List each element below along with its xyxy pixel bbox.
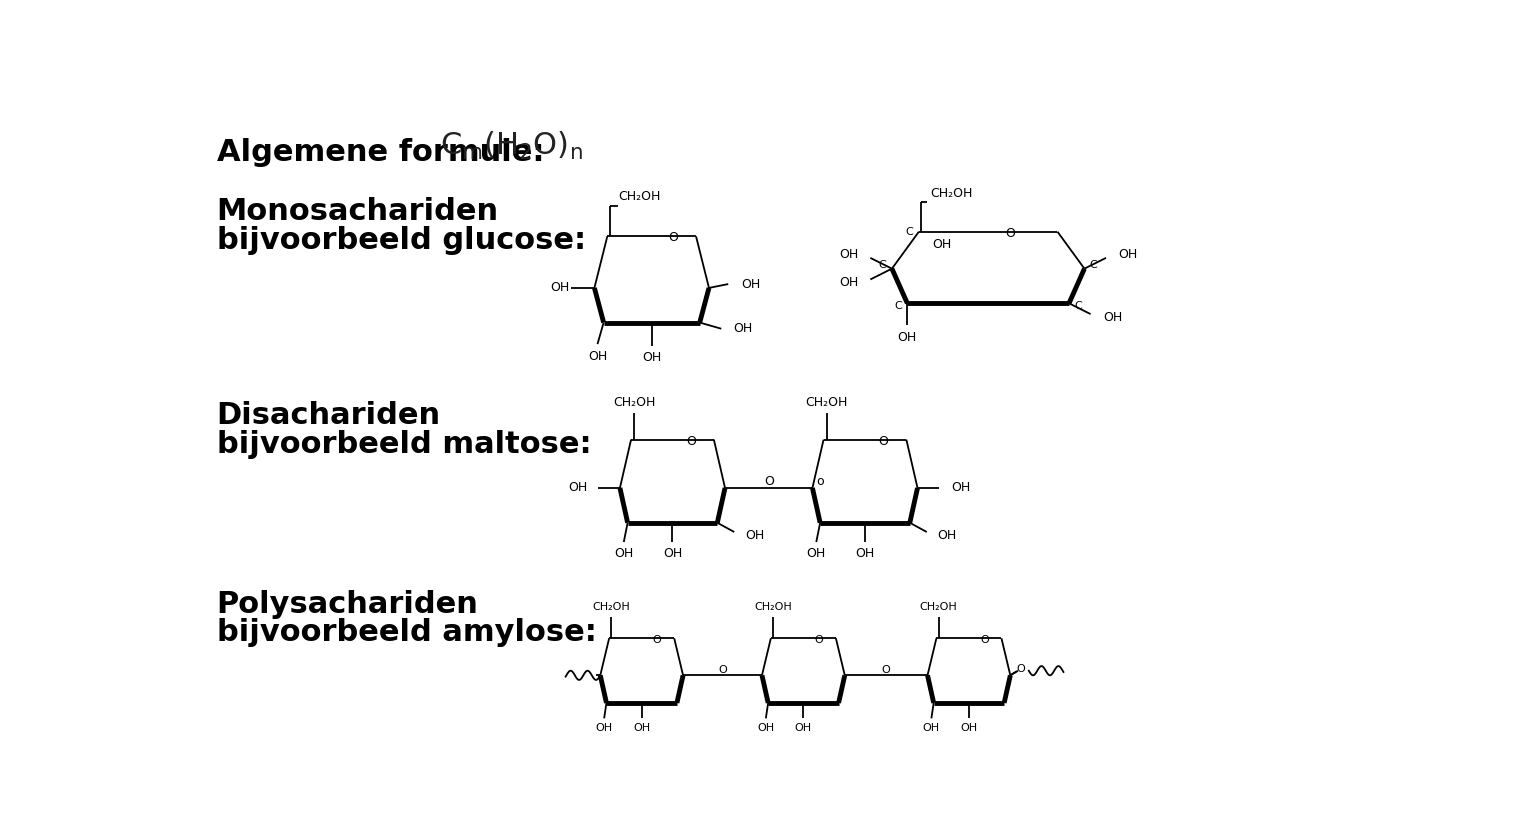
Text: CH₂OH: CH₂OH <box>614 396 655 409</box>
Text: C: C <box>894 301 901 311</box>
Text: CH₂OH: CH₂OH <box>754 602 793 612</box>
Text: C: C <box>1074 301 1082 311</box>
Text: OH: OH <box>961 722 978 732</box>
Text: bijvoorbeeld amylose:: bijvoorbeeld amylose: <box>217 618 597 648</box>
Text: OH: OH <box>898 331 916 344</box>
Text: OH: OH <box>588 350 607 363</box>
Text: OH: OH <box>614 547 633 560</box>
Text: Disachariden: Disachariden <box>217 401 441 430</box>
Text: OH: OH <box>757 722 774 732</box>
Text: CH₂OH: CH₂OH <box>805 396 848 409</box>
Text: OH: OH <box>742 277 760 291</box>
Text: OH: OH <box>1118 249 1137 261</box>
Text: CH₂OH: CH₂OH <box>920 602 958 612</box>
Text: O: O <box>1005 227 1014 239</box>
Text: OH: OH <box>643 351 661 365</box>
Text: C: C <box>906 227 913 237</box>
Text: OH: OH <box>838 249 858 261</box>
Text: O: O <box>653 635 661 645</box>
Text: bijvoorbeeld glucose:: bijvoorbeeld glucose: <box>217 225 586 255</box>
Text: CH₂OH: CH₂OH <box>930 186 973 200</box>
Text: O: O <box>878 434 889 448</box>
Text: $\mathrm{C_m(H_2O)_n}$: $\mathrm{C_m(H_2O)_n}$ <box>441 130 583 162</box>
Text: OH: OH <box>806 547 826 560</box>
Text: OH: OH <box>933 238 952 250</box>
Text: C: C <box>878 260 886 270</box>
Text: OH: OH <box>595 722 612 732</box>
Text: O: O <box>814 635 823 645</box>
Text: Polysachariden: Polysachariden <box>217 590 479 619</box>
Text: O: O <box>763 475 774 488</box>
Text: OH: OH <box>952 481 970 495</box>
Text: O: O <box>1017 664 1025 675</box>
Text: bijvoorbeeld maltose:: bijvoorbeeld maltose: <box>217 429 591 459</box>
Text: OH: OH <box>855 547 875 560</box>
Text: O: O <box>669 231 678 244</box>
Text: OH: OH <box>923 722 939 732</box>
Text: OH: OH <box>1103 311 1121 323</box>
Text: OH: OH <box>662 547 682 560</box>
Text: o: o <box>817 475 825 488</box>
Text: OH: OH <box>838 276 858 289</box>
Text: OH: OH <box>568 481 588 495</box>
Text: OH: OH <box>551 281 569 294</box>
Text: CH₂OH: CH₂OH <box>618 190 661 202</box>
Text: OH: OH <box>745 528 765 542</box>
Text: CH₂OH: CH₂OH <box>592 602 630 612</box>
Text: OH: OH <box>633 722 650 732</box>
Text: OH: OH <box>733 323 753 335</box>
Text: Algemene formule:: Algemene formule: <box>217 138 545 167</box>
Text: OH: OH <box>938 528 956 542</box>
Text: O: O <box>979 635 988 645</box>
Text: C: C <box>1089 260 1097 270</box>
Text: O: O <box>881 665 890 675</box>
Text: OH: OH <box>794 722 812 732</box>
Text: Monosachariden: Monosachariden <box>217 197 499 226</box>
Text: O: O <box>718 665 727 675</box>
Text: O: O <box>685 434 696 448</box>
